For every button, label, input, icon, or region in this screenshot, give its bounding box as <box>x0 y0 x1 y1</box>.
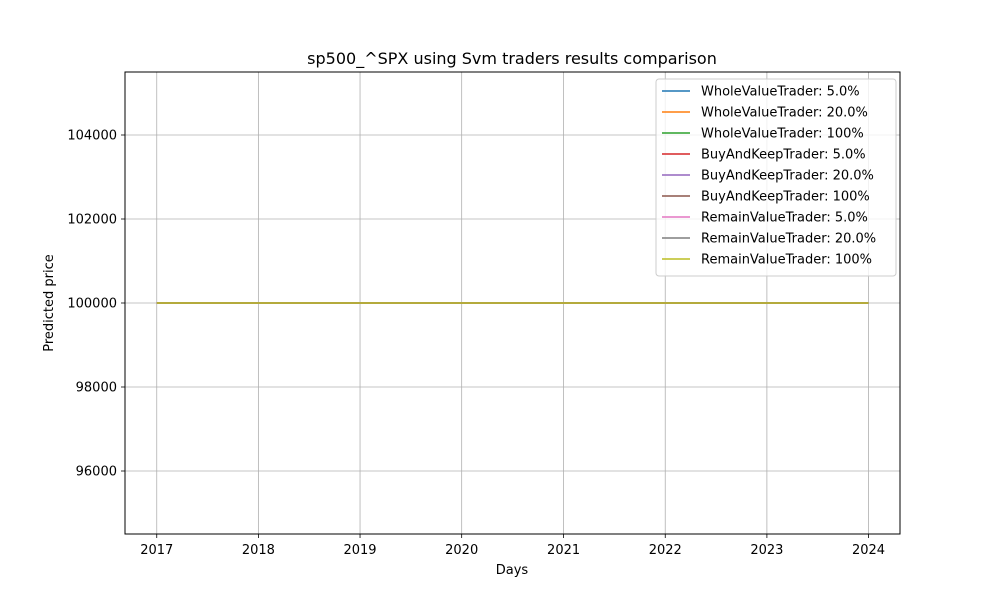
x-tick-label: 2024 <box>852 543 885 558</box>
x-tick-label: 2018 <box>242 543 275 558</box>
legend-label: WholeValueTrader: 20.0% <box>701 106 868 121</box>
legend-label: WholeValueTrader: 100% <box>701 127 864 142</box>
x-tick-label: 2021 <box>547 543 580 558</box>
legend-label: BuyAndKeepTrader: 5.0% <box>701 148 866 163</box>
x-tick-label: 2020 <box>445 543 478 558</box>
legend-label: BuyAndKeepTrader: 20.0% <box>701 169 874 184</box>
y-tick-label: 104000 <box>67 129 117 144</box>
y-tick-label: 96000 <box>76 465 117 480</box>
x-tick-label: 2023 <box>750 543 783 558</box>
legend: WholeValueTrader: 5.0% WholeValueTrader: … <box>655 78 897 277</box>
x-axis-label: Days <box>496 563 529 578</box>
chart-title: sp500_^SPX using Svm traders results com… <box>307 49 717 69</box>
y-tick-label: 102000 <box>67 213 117 228</box>
y-tick-label: 100000 <box>67 297 117 312</box>
y-axis-label: Predicted price <box>42 254 57 352</box>
legend-label: BuyAndKeepTrader: 100% <box>701 190 870 205</box>
y-tick-label: 98000 <box>76 381 117 396</box>
y-tick-layer: 96000 98000 100000 102000 104000 <box>67 129 125 480</box>
x-tick-label: 2017 <box>140 543 173 558</box>
legend-label: RemainValueTrader: 5.0% <box>701 211 868 226</box>
legend-label: RemainValueTrader: 100% <box>701 253 872 268</box>
legend-label: RemainValueTrader: 20.0% <box>701 232 876 247</box>
legend-box <box>655 78 897 277</box>
x-tick-label: 2019 <box>343 543 376 558</box>
x-tick-label: 2022 <box>649 543 682 558</box>
x-tick-layer: 2017 2018 2019 2020 2021 2022 2023 2024 <box>140 534 885 558</box>
legend-label: WholeValueTrader: 5.0% <box>701 85 860 100</box>
